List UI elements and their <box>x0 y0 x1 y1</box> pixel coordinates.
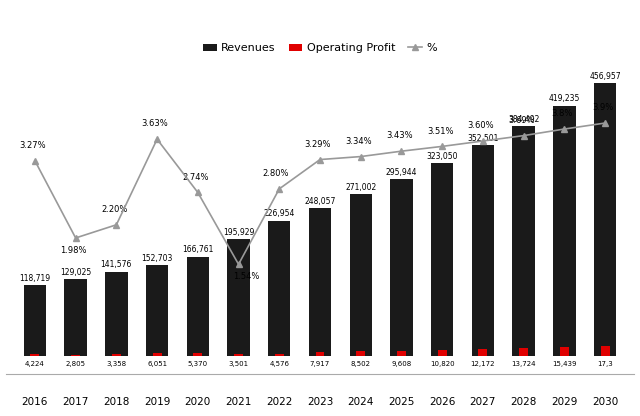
Bar <box>390 179 413 357</box>
Text: 3.29%: 3.29% <box>305 140 332 149</box>
Text: 3.60%: 3.60% <box>468 121 494 130</box>
Text: 352,501: 352,501 <box>467 134 499 143</box>
Text: 323,050: 323,050 <box>426 152 458 161</box>
Bar <box>600 346 609 357</box>
Text: 118,719: 118,719 <box>19 274 51 283</box>
Bar <box>227 239 250 357</box>
Text: 1.98%: 1.98% <box>60 246 87 255</box>
Bar <box>112 354 121 357</box>
Text: 6,051: 6,051 <box>147 361 167 367</box>
Legend: Revenues, Operating Profit, %: Revenues, Operating Profit, % <box>199 39 441 58</box>
Text: 3.9%: 3.9% <box>593 103 614 112</box>
Bar <box>105 272 127 357</box>
Text: 4,224: 4,224 <box>25 361 45 367</box>
Bar <box>553 106 575 357</box>
Text: 129,025: 129,025 <box>60 268 92 277</box>
Bar <box>349 194 372 357</box>
Text: 3.51%: 3.51% <box>427 126 453 136</box>
Text: 152,703: 152,703 <box>141 254 173 262</box>
Text: 1.54%: 1.54% <box>233 272 259 281</box>
Bar <box>275 354 284 357</box>
Text: 295,944: 295,944 <box>386 168 417 177</box>
Text: 2.74%: 2.74% <box>182 173 209 182</box>
Text: 248,057: 248,057 <box>304 197 336 206</box>
Text: 3,358: 3,358 <box>106 361 127 367</box>
Text: 3.63%: 3.63% <box>141 119 168 129</box>
Text: 2.20%: 2.20% <box>101 205 127 214</box>
Bar <box>519 348 528 357</box>
Bar <box>513 126 535 357</box>
Bar <box>356 352 365 357</box>
Text: 12,172: 12,172 <box>470 361 495 367</box>
Text: 271,002: 271,002 <box>345 183 376 192</box>
Bar <box>472 146 494 357</box>
Bar <box>152 353 161 357</box>
Text: 7,917: 7,917 <box>310 361 330 367</box>
Bar <box>234 354 243 357</box>
Text: 9,608: 9,608 <box>391 361 412 367</box>
Text: 3.34%: 3.34% <box>346 137 372 146</box>
Bar <box>431 163 453 357</box>
Bar <box>146 265 168 357</box>
Text: 3.69%: 3.69% <box>508 116 535 125</box>
Bar <box>65 279 87 357</box>
Text: 4,576: 4,576 <box>269 361 289 367</box>
Text: 226,954: 226,954 <box>264 209 295 218</box>
Text: 5,370: 5,370 <box>188 361 208 367</box>
Text: 17,3: 17,3 <box>597 361 613 367</box>
Text: 8,502: 8,502 <box>351 361 371 367</box>
Text: 3,501: 3,501 <box>228 361 248 367</box>
Text: 166,761: 166,761 <box>182 245 214 254</box>
Bar <box>479 349 488 357</box>
Text: 15,439: 15,439 <box>552 361 577 367</box>
Text: 195,929: 195,929 <box>223 228 254 237</box>
Bar <box>594 83 616 357</box>
Bar <box>193 353 202 357</box>
Bar <box>316 352 324 357</box>
Text: 13,724: 13,724 <box>511 361 536 367</box>
Text: 419,235: 419,235 <box>548 94 580 103</box>
Text: 141,576: 141,576 <box>100 260 132 269</box>
Bar <box>268 220 291 357</box>
Bar <box>31 354 40 357</box>
Text: 384,492: 384,492 <box>508 115 540 124</box>
Text: 456,957: 456,957 <box>589 72 621 81</box>
Text: 10,820: 10,820 <box>430 361 454 367</box>
Bar <box>24 285 46 357</box>
Text: 2.80%: 2.80% <box>262 169 289 178</box>
Bar <box>438 350 447 357</box>
Bar <box>71 355 80 357</box>
Bar <box>309 208 332 357</box>
Bar <box>397 351 406 357</box>
Text: 3.8%: 3.8% <box>552 109 573 118</box>
Bar <box>560 347 569 357</box>
Text: 2,805: 2,805 <box>66 361 86 367</box>
Text: 3.27%: 3.27% <box>20 141 46 150</box>
Bar <box>187 257 209 357</box>
Text: 3.43%: 3.43% <box>386 131 413 141</box>
